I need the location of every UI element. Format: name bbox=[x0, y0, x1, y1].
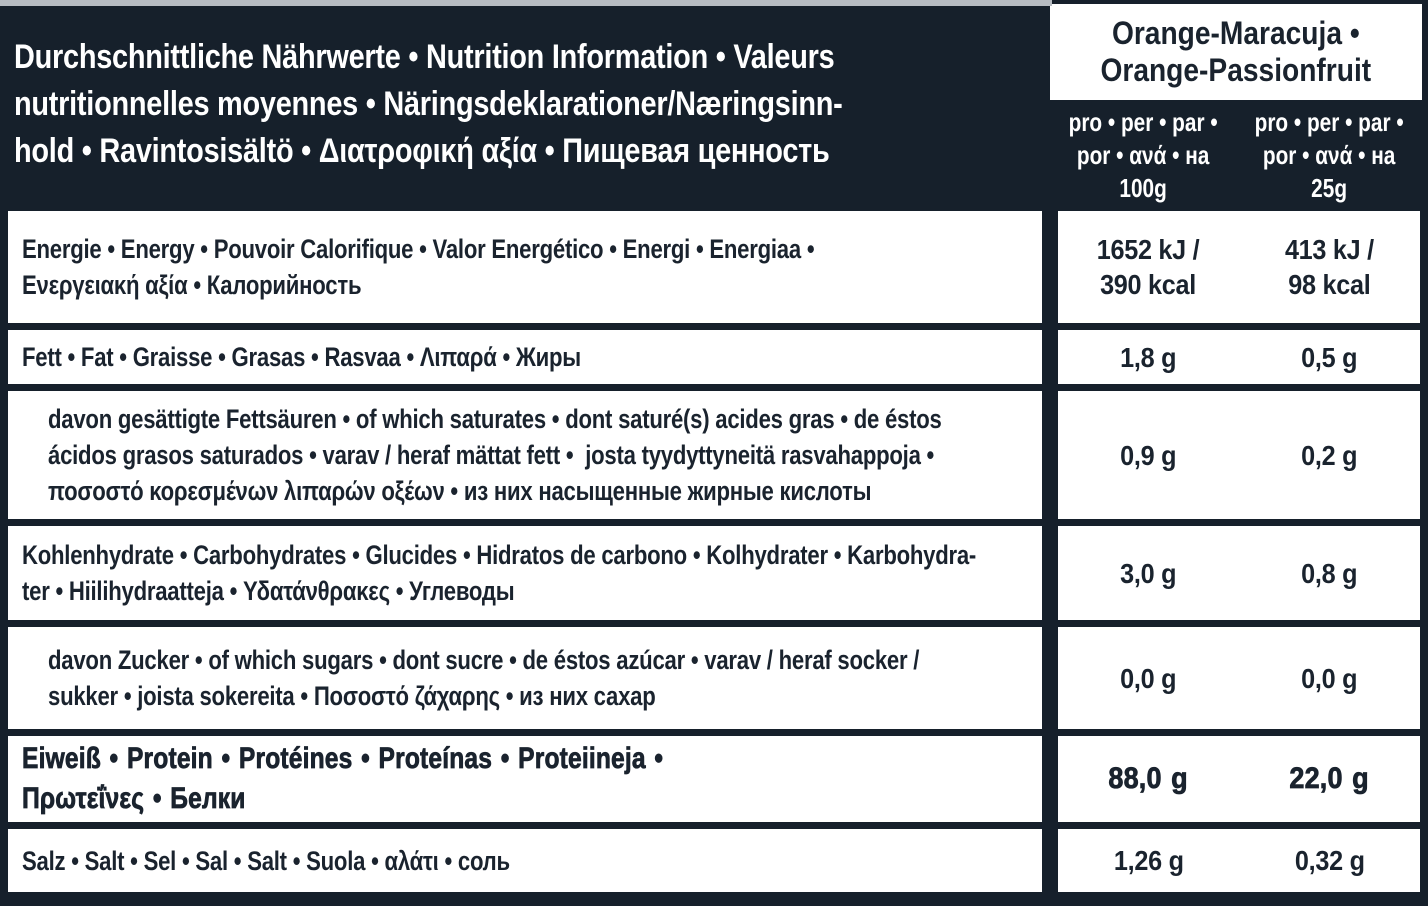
nutrient-label: Fett • Fat • Graisse • Grasas • Rasvaa •… bbox=[22, 342, 581, 372]
table-row-carbohydrates: Kohlenhydrate • Carbohydrates • Glucides… bbox=[0, 526, 1428, 620]
value-cells: 0,0 g 0,0 g bbox=[1058, 627, 1420, 729]
column-header-per-25g: pro • per • par • por • ανά • на 25g bbox=[1254, 107, 1404, 203]
value-per-25g: 0,32 g bbox=[1294, 845, 1365, 876]
row-separator bbox=[0, 729, 1428, 736]
value-per-100g: 1,8 g bbox=[1120, 341, 1177, 373]
column-headers: pro • per • par • por • ανά • на 100g pr… bbox=[1050, 100, 1422, 211]
nutrient-label-cell: Salz • Salt • Sel • Sal • Salt • Suola •… bbox=[8, 829, 1042, 892]
table-row-protein: Eiweiß • Protein • Protéines • Proteínas… bbox=[0, 736, 1428, 822]
value-cells: 1,26 g 0,32 g bbox=[1058, 829, 1420, 892]
value-per-100g: 88,0 g bbox=[1108, 762, 1189, 796]
nutrient-label: davon Zucker • of which sugars • dont su… bbox=[48, 645, 920, 711]
nutrient-label-cell: davon gesättigte Fettsäuren • of which s… bbox=[8, 391, 1042, 519]
label-header: Durchschnittliche Nährwerte • Nutrition … bbox=[0, 0, 1428, 211]
value-cells: 88,0 g 22,0 g bbox=[1058, 736, 1420, 822]
value-cells: 1652 kJ / 390 kcal 413 kJ / 98 kcal bbox=[1058, 211, 1420, 323]
column-gutter bbox=[1042, 627, 1058, 729]
column-gutter bbox=[1042, 330, 1058, 384]
row-separator bbox=[0, 822, 1428, 829]
column-gutter bbox=[1042, 526, 1058, 620]
flavor-name: Orange-Maracuja • Orange-Passionfruit bbox=[1100, 15, 1372, 88]
value-cells: 3,0 g 0,8 g bbox=[1058, 526, 1420, 620]
table-row-energy: Energie • Energy • Pouvoir Calorifique •… bbox=[0, 211, 1428, 323]
value-per-25g: 0,5 g bbox=[1301, 341, 1358, 373]
value-per-100g: 0,0 g bbox=[1120, 662, 1177, 694]
nutrient-label-cell: Fett • Fat • Graisse • Grasas • Rasvaa •… bbox=[8, 330, 1042, 384]
table-row-fat: Fett • Fat • Graisse • Grasas • Rasvaa •… bbox=[0, 330, 1428, 384]
header-columns-block: Orange-Maracuja • Orange-Passionfruit pr… bbox=[1034, 0, 1428, 211]
value-per-100g: 3,0 g bbox=[1120, 557, 1177, 589]
nutrient-label-cell: Kohlenhydrate • Carbohydrates • Glucides… bbox=[8, 526, 1042, 620]
value-cells: 1,8 g 0,5 g bbox=[1058, 330, 1420, 384]
column-header-per-100g: pro • per • par • por • ανά • на 100g bbox=[1068, 107, 1218, 203]
value-per-25g: 0,8 g bbox=[1301, 557, 1358, 589]
nutrient-label-cell: Eiweiß • Protein • Protéines • Proteínas… bbox=[8, 736, 1042, 822]
nutrient-label: Kohlenhydrate • Carbohydrates • Glucides… bbox=[22, 540, 977, 606]
nutrient-label-cell: Energie • Energy • Pouvoir Calorifique •… bbox=[8, 211, 1042, 323]
nutrient-label: Energie • Energy • Pouvoir Calorifique •… bbox=[22, 234, 815, 300]
nutrient-label: Eiweiß • Protein • Protéines • Proteínas… bbox=[22, 742, 664, 816]
flavor-box: Orange-Maracuja • Orange-Passionfruit bbox=[1049, 4, 1422, 100]
table-row-saturates: davon gesättigte Fettsäuren • of which s… bbox=[0, 391, 1428, 519]
nutrient-label: davon gesättigte Fettsäuren • of which s… bbox=[48, 404, 942, 506]
row-separator bbox=[0, 519, 1428, 526]
table-row-sugars: davon Zucker • of which sugars • dont su… bbox=[0, 627, 1428, 729]
nutrient-label-cell: davon Zucker • of which sugars • dont su… bbox=[8, 627, 1042, 729]
value-per-25g: 0,2 g bbox=[1301, 439, 1358, 471]
column-gutter bbox=[1042, 829, 1058, 892]
value-per-25g: 413 kJ / 98 kcal bbox=[1285, 234, 1374, 300]
row-separator bbox=[0, 323, 1428, 330]
label-edge-strip bbox=[0, 0, 1052, 6]
nutrient-label: Salz • Salt • Sel • Sal • Salt • Suola •… bbox=[22, 845, 510, 876]
column-gutter bbox=[1042, 211, 1058, 323]
value-per-100g: 1652 kJ / 390 kcal bbox=[1097, 234, 1200, 300]
value-cells: 0,9 g 0,2 g bbox=[1058, 391, 1420, 519]
table-row-salt: Salz • Salt • Sel • Sal • Salt • Suola •… bbox=[0, 829, 1428, 892]
row-separator bbox=[0, 620, 1428, 627]
value-per-25g: 22,0 g bbox=[1289, 762, 1370, 796]
row-separator bbox=[0, 384, 1428, 391]
value-per-100g: 1,26 g bbox=[1113, 845, 1184, 876]
header-title-block: Durchschnittliche Nährwerte • Nutrition … bbox=[0, 0, 1034, 211]
value-per-100g: 0,9 g bbox=[1120, 439, 1177, 471]
value-per-25g: 0,0 g bbox=[1301, 662, 1358, 694]
label-title: Durchschnittliche Nährwerte • Nutrition … bbox=[14, 38, 843, 170]
column-gutter bbox=[1042, 391, 1058, 519]
column-gutter bbox=[1042, 736, 1058, 822]
